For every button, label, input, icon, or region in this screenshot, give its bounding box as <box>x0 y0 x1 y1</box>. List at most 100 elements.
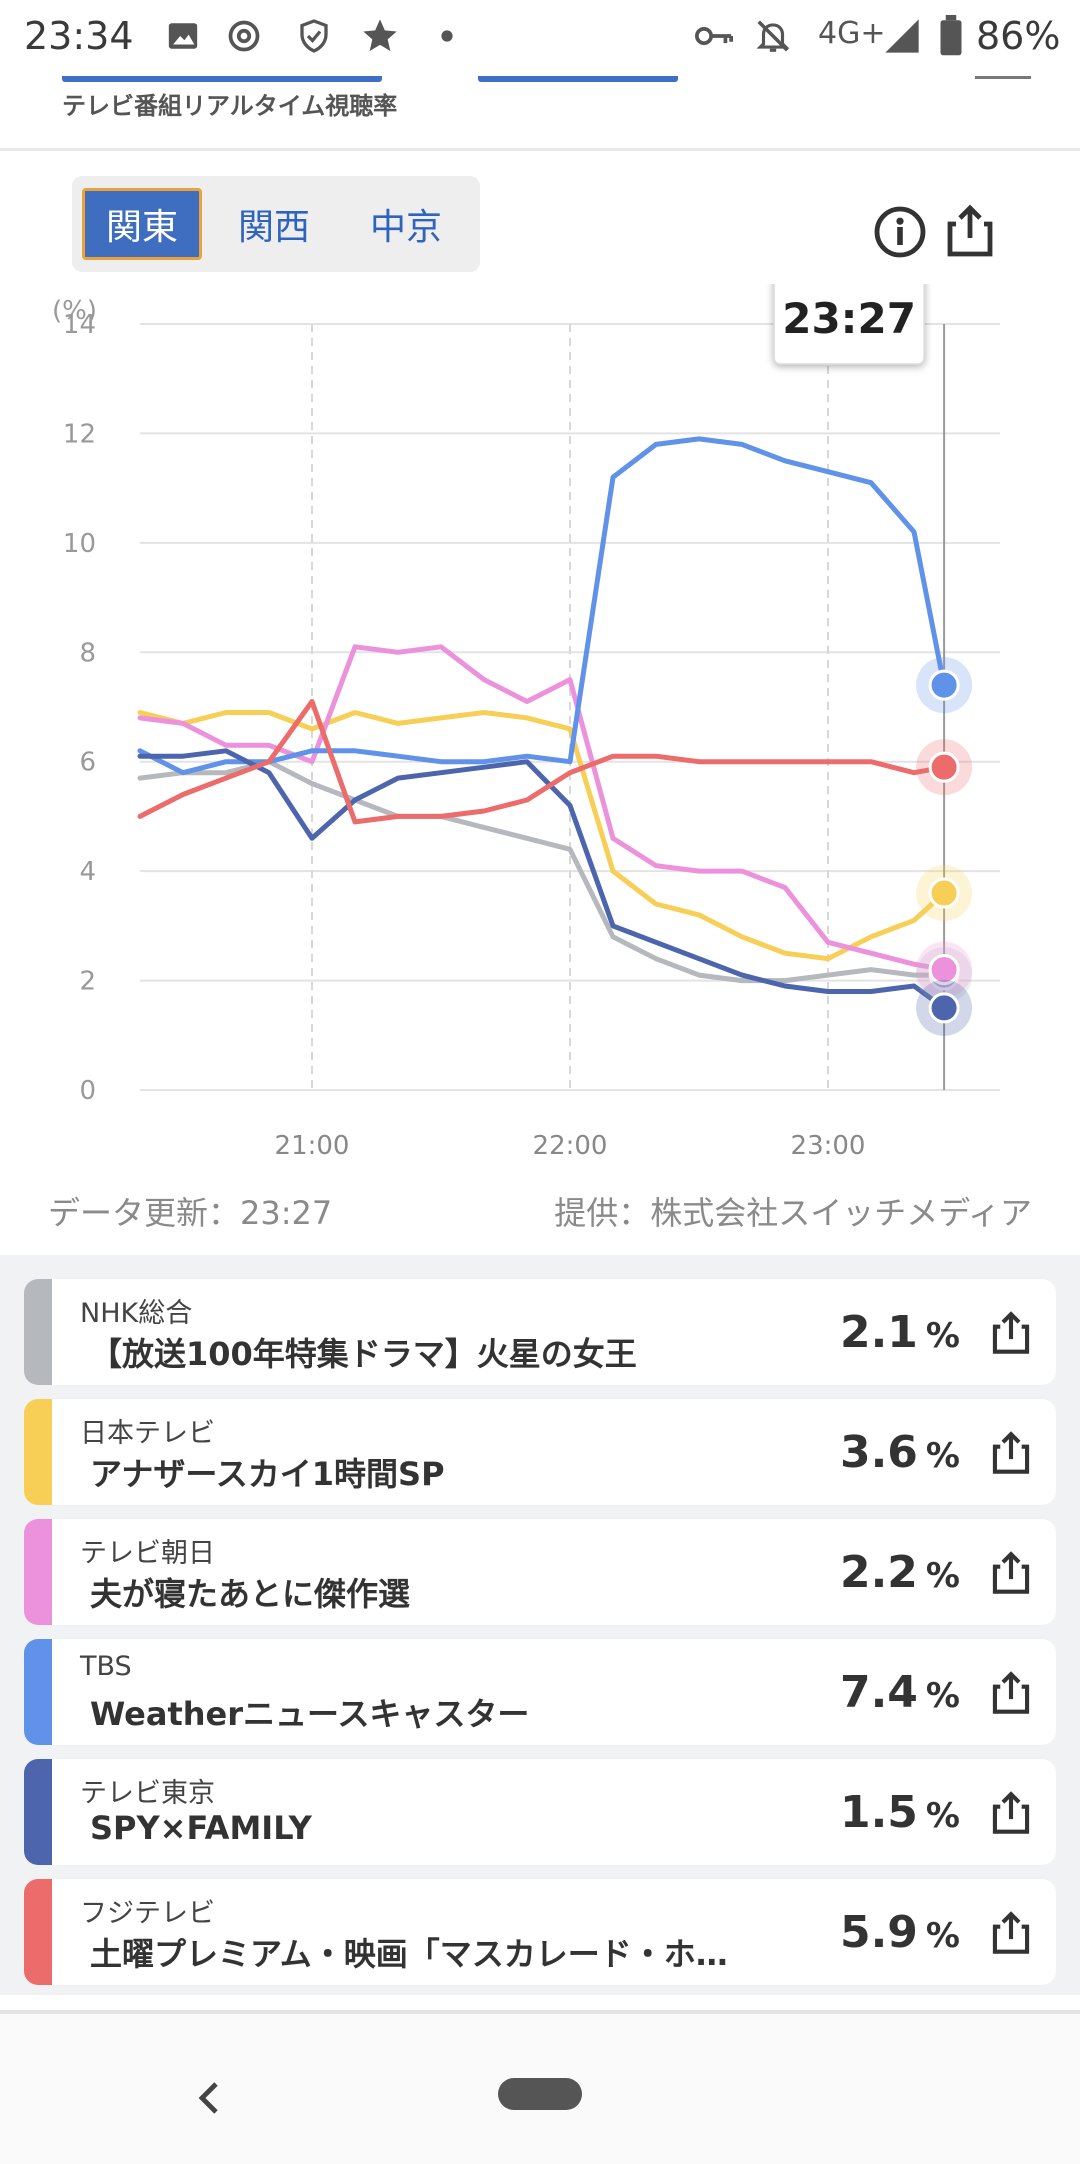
y-tick-label: 8 <box>79 638 96 668</box>
signal-icon <box>882 14 922 58</box>
program-row-tv-asahi[interactable]: テレビ朝日 夫が寝たあとに傑作選 2.2% <box>24 1519 1056 1625</box>
program-title: 土曜プレミアム・映画「マスカレード・ホ… <box>90 1935 728 1973</box>
channel-name: TBS <box>80 1651 132 1682</box>
status-bar: 23:34 4G+ 86% <box>0 0 1080 76</box>
channel-name: テレビ東京 <box>80 1778 215 1809</box>
share-icon[interactable] <box>986 1787 1036 1837</box>
app-logo[interactable] <box>62 76 382 82</box>
share-icon[interactable] <box>986 1547 1036 1597</box>
channel-color-bar <box>24 1639 52 1745</box>
rating-value: 2.2% <box>840 1547 960 1598</box>
y-tick-label: 4 <box>79 857 96 887</box>
rating-value: 1.5% <box>840 1787 960 1838</box>
tab-chukyo[interactable]: 中京 <box>369 207 442 248</box>
end-markers <box>916 657 973 1036</box>
rating-number: 2.1 <box>839 1307 918 1358</box>
program-list: NHK総合 【放送100年特集ドラマ】火星の女王 2.1% 日本テレビ アナザー… <box>0 1255 1080 1995</box>
series-line <box>137 759 947 984</box>
tab-kanto[interactable]: 関東 <box>82 188 202 260</box>
info-icon[interactable] <box>872 204 928 260</box>
x-tick-label: 23:00 <box>791 1131 866 1161</box>
x-tick-label: 21:00 <box>275 1131 350 1161</box>
y-axis: 0 2 4 6 8 10 12 14 <box>63 310 96 1106</box>
rating-unit: % <box>925 1676 960 1716</box>
status-time: 23:34 <box>24 14 134 58</box>
program-title: SPY×FAMILY <box>90 1809 312 1847</box>
rating-unit: % <box>925 1316 960 1356</box>
share-icon[interactable] <box>942 202 998 258</box>
image-icon <box>166 14 200 58</box>
rating-number: 7.4 <box>839 1667 918 1718</box>
app-subtitle: テレビ番組リアルタイム視聴率 <box>62 92 398 120</box>
region-tabs: 関東 関西 中京 <box>72 176 480 272</box>
system-nav-bar <box>0 2010 1080 2164</box>
share-icon[interactable] <box>986 1667 1036 1717</box>
program-row-fuji[interactable]: フジテレビ 土曜プレミアム・映画「マスカレード・ホ… 5.9% <box>24 1879 1056 1985</box>
end-marker <box>928 992 960 1024</box>
y-axis-label: (%) <box>52 296 97 326</box>
data-provider-label: 提供：株式会社スイッチメディア <box>554 1194 1032 1232</box>
rating-number: 3.6 <box>839 1427 918 1478</box>
rating-number: 5.9 <box>839 1907 918 1958</box>
rating-unit: % <box>925 1556 960 1596</box>
series-line <box>137 710 947 962</box>
dot-icon <box>440 14 454 58</box>
threads-icon <box>226 14 262 58</box>
back-icon[interactable] <box>190 2078 230 2118</box>
program-title: Weatherニュースキャスター <box>90 1695 530 1733</box>
channel-name: テレビ朝日 <box>80 1538 215 1569</box>
chart-grid <box>140 323 1000 1091</box>
series-lines <box>137 436 947 1011</box>
channel-name: 日本テレビ <box>80 1418 215 1449</box>
series-line <box>137 644 947 973</box>
program-row-tv-tokyo[interactable]: テレビ東京 SPY×FAMILY 1.5% <box>24 1759 1056 1865</box>
channel-color-bar <box>24 1879 52 1985</box>
key-icon <box>694 14 734 58</box>
y-tick-label: 6 <box>79 748 96 778</box>
shield-icon <box>296 14 332 58</box>
rating-unit: % <box>925 1436 960 1476</box>
share-icon[interactable] <box>986 1907 1036 1957</box>
y-tick-label: 14 <box>63 310 96 340</box>
channel-name: NHK総合 <box>80 1298 193 1329</box>
app-logo-sub <box>478 76 678 82</box>
end-marker <box>928 954 960 986</box>
program-row-nhk[interactable]: NHK総合 【放送100年特集ドラマ】火星の女王 2.1% <box>24 1279 1056 1385</box>
battery-icon <box>938 14 964 58</box>
share-icon[interactable] <box>986 1427 1036 1477</box>
y-tick-label: 0 <box>79 1076 96 1106</box>
bell-off-icon <box>754 14 792 58</box>
tab-kansai[interactable]: 関西 <box>237 207 310 248</box>
end-marker <box>928 669 960 701</box>
menu-button[interactable] <box>975 76 1031 79</box>
channel-color-bar <box>24 1519 52 1625</box>
channel-color-bar <box>24 1759 52 1865</box>
rating-value: 2.1% <box>840 1307 960 1358</box>
program-row-tbs[interactable]: TBS Weatherニュースキャスター 7.4% <box>24 1639 1056 1745</box>
home-button[interactable] <box>498 2078 582 2110</box>
share-icon[interactable] <box>986 1307 1036 1357</box>
channel-name: フジテレビ <box>80 1898 215 1929</box>
program-title: アナザースカイ1時間SP <box>90 1455 445 1493</box>
rating-number: 2.2 <box>839 1547 918 1598</box>
y-tick-label: 2 <box>79 967 96 997</box>
app-header: テレビ番組リアルタイム視聴率 <box>0 76 1080 151</box>
y-tick-label: 10 <box>63 529 96 559</box>
rating-number: 1.5 <box>839 1787 918 1838</box>
star-icon <box>360 14 400 58</box>
end-marker <box>928 751 960 783</box>
rating-value: 5.9% <box>840 1907 960 1958</box>
program-title: 【放送100年特集ドラマ】火星の女王 <box>90 1335 637 1373</box>
program-title: 夫が寝たあとに傑作選 <box>90 1575 411 1613</box>
x-tick-label: 22:00 <box>533 1131 608 1161</box>
rating-unit: % <box>925 1916 960 1956</box>
cursor-tooltip: 23:27 <box>773 284 925 365</box>
cursor-time-label: 23:27 <box>782 294 916 343</box>
network-type: 4G+ <box>818 16 886 51</box>
battery-percent: 86% <box>976 14 1061 58</box>
rating-chart: (%) 0 2 4 6 8 10 12 14 21:00 22:00 23:00 23:27 <box>52 284 1000 1161</box>
program-row-ntv[interactable]: 日本テレビ アナザースカイ1時間SP 3.6% <box>24 1399 1056 1505</box>
data-updated-label: データ更新：23:27 <box>48 1194 333 1232</box>
rating-unit: % <box>925 1796 960 1836</box>
end-marker <box>928 877 960 909</box>
